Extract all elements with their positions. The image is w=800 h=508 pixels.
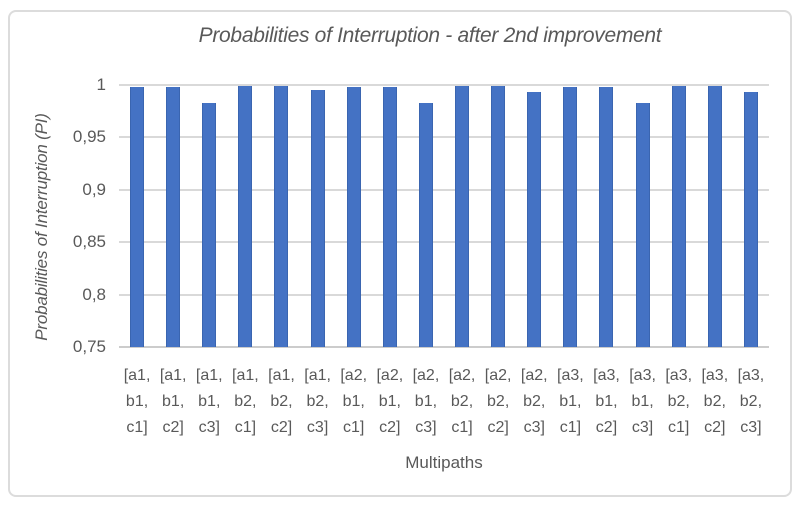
bar — [346, 87, 361, 347]
bar-slot — [588, 85, 624, 347]
bar-slot — [119, 85, 155, 347]
x-tick-label: [a1, b2, c1] — [232, 367, 259, 436]
bar-slot — [480, 85, 516, 347]
bar — [310, 90, 325, 347]
bar — [130, 87, 145, 347]
bar — [563, 87, 578, 347]
bar-slot — [191, 85, 227, 347]
y-tick-label: 0,95 — [72, 127, 106, 147]
gridline — [119, 84, 769, 86]
x-axis-line — [119, 346, 769, 348]
x-tick-label: [a3, b1, c3] — [629, 367, 656, 436]
bar-series — [119, 85, 769, 347]
bar-slot — [697, 85, 733, 347]
bar-slot — [336, 85, 372, 347]
x-tick-label: [a1, b1, c2] — [159, 367, 187, 436]
y-tick-label: 0,75 — [72, 337, 106, 356]
x-tick-label: [a3, b2, c2] — [701, 367, 729, 436]
x-tick-label: [a2, b2, c1] — [448, 367, 476, 436]
y-tick-label: 0,8 — [82, 284, 106, 304]
bar-slot — [408, 85, 444, 347]
gridline — [119, 293, 769, 296]
x-axis-title: Multipaths — [405, 453, 483, 472]
bar — [238, 86, 253, 347]
bar — [455, 86, 470, 347]
bar — [671, 86, 686, 347]
bar-slot — [516, 85, 552, 347]
bar-slot — [552, 85, 588, 347]
bar — [743, 92, 758, 347]
bar — [491, 86, 506, 347]
x-tick-label: [a1, b2, c3] — [304, 367, 331, 436]
y-tick-label: 0,9 — [82, 179, 106, 199]
bar-slot — [625, 85, 661, 347]
x-tick-label: [a1, b1, c3] — [195, 367, 223, 436]
x-axis-tick-labels: [a1, b1, c1] [a1, b1, c2] [a1, b1, c3] [a1, b2, c1]… — [119, 363, 769, 441]
bar-slot — [733, 85, 769, 347]
x-tick-label: [a1, b2, c2] — [268, 367, 295, 436]
bar — [527, 92, 542, 347]
gridline — [119, 188, 769, 191]
chart-title: Probabilities of Interruption - after 2n… — [198, 24, 662, 47]
y-tick-label: 1 — [96, 75, 106, 94]
x-tick-label: [a2, b1, c3] — [412, 367, 440, 436]
bar — [274, 86, 289, 347]
bar-slot — [372, 85, 408, 347]
bar-slot — [661, 85, 697, 347]
x-tick-label: [a2, b2, c3] — [520, 367, 548, 436]
x-tick-label: [a3, b1, c1] — [557, 367, 584, 436]
bar — [707, 86, 722, 347]
y-tick-label: 0,85 — [72, 232, 106, 252]
x-tick-label: [a2, b1, c1] — [340, 367, 368, 436]
bar-slot — [300, 85, 336, 347]
bar — [202, 102, 217, 347]
x-tick-label: [a1, b1, c1] — [123, 367, 151, 436]
x-tick-label: [a3, b2, c3] — [737, 367, 765, 436]
x-tick-label: [a2, b1, c2] — [376, 367, 404, 436]
x-tick-label: [a3, b2, c1] — [665, 367, 693, 436]
bar — [166, 87, 181, 347]
bar — [635, 102, 650, 347]
plot-area — [119, 84, 769, 348]
gridline — [119, 241, 769, 244]
bar — [418, 102, 433, 347]
bar-slot — [444, 85, 480, 347]
bar — [382, 87, 397, 347]
x-tick-label: [a2, b2, c2] — [484, 367, 512, 436]
bar — [599, 87, 614, 347]
bar-slot — [155, 85, 191, 347]
x-tick-label: [a3, b1, c2] — [593, 367, 620, 436]
bar-slot — [263, 85, 299, 347]
gridline — [119, 136, 769, 139]
bar-slot — [227, 85, 263, 347]
